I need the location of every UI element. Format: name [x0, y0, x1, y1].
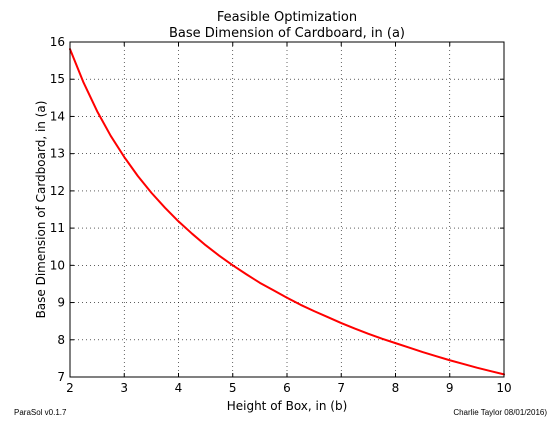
y-tick-label: 13 — [50, 147, 65, 161]
tick-layer: 2 3 4 5 6 7 8 9 10 7 8 9 10 11 12 13 14 15 16 — [50, 35, 512, 395]
x-tick-label: 4 — [175, 381, 183, 395]
y-tick-label: 7 — [57, 370, 65, 384]
y-axis-label: Base Dimension of Cardboard, in (a) — [34, 101, 48, 319]
series-layer — [69, 48, 505, 376]
y-tick-label: 11 — [50, 221, 65, 235]
grid-layer — [70, 42, 504, 377]
x-tick-label: 5 — [229, 381, 237, 395]
plot-frame — [69, 41, 505, 378]
x-tick-label: 7 — [337, 381, 345, 395]
x-tick-label: 10 — [496, 381, 511, 395]
x-tick-label: 9 — [446, 381, 454, 395]
y-tick-label: 14 — [50, 109, 65, 123]
footer-version-label: ParaSol v0.1.7 — [14, 408, 67, 417]
x-tick-label: 2 — [66, 381, 74, 395]
y-tick-label: 10 — [50, 258, 65, 272]
x-axis-label: Height of Box, in (b) — [227, 399, 348, 413]
series-line-0 — [69, 48, 505, 376]
y-tick-label: 16 — [50, 35, 65, 49]
chart-title: Feasible Optimization — [217, 10, 357, 25]
y-tick-label: 9 — [57, 296, 65, 310]
y-tick-label: 15 — [50, 72, 65, 86]
footer-author-label: Charlie Taylor 08/01/2016) — [453, 408, 547, 417]
x-tick-label: 8 — [392, 381, 400, 395]
y-tick-label: 8 — [57, 333, 65, 347]
chart-subtitle: Base Dimension of Cardboard, in (a) — [169, 26, 405, 41]
x-tick-label: 6 — [283, 381, 291, 395]
y-tick-label: 12 — [50, 184, 65, 198]
x-tick-label: 3 — [120, 381, 128, 395]
